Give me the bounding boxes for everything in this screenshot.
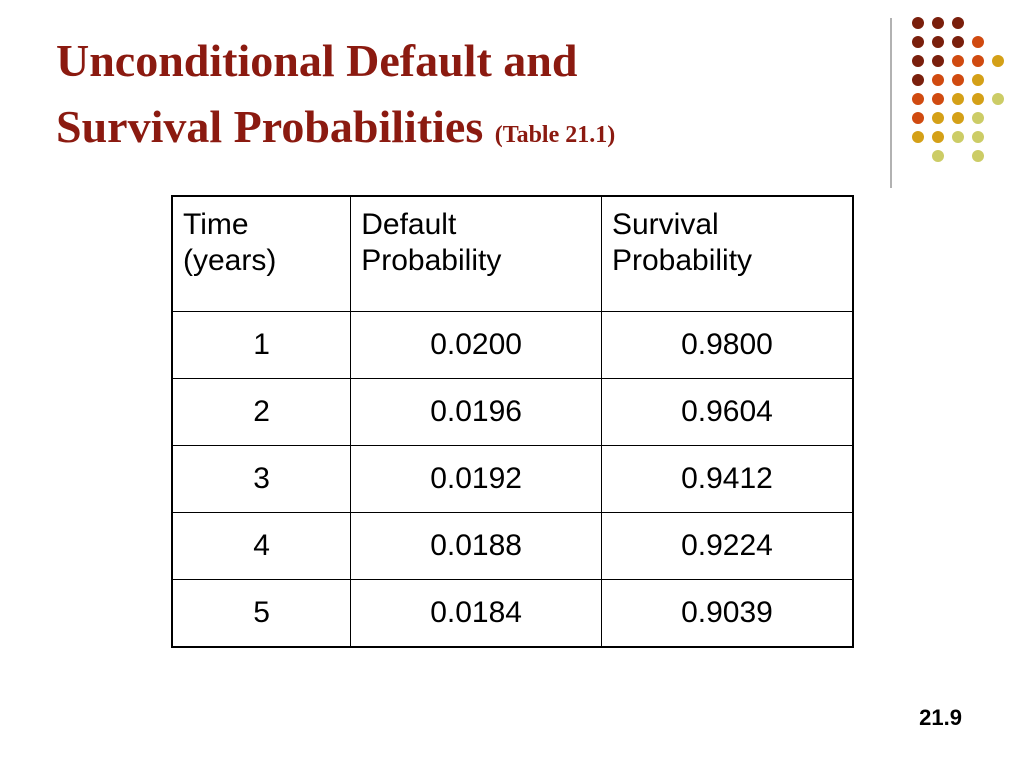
header-text: Default (361, 208, 457, 241)
table-cell: 5 (171, 579, 352, 648)
header-cell: Time (years) (171, 195, 352, 312)
table-row: 4 0.0188 0.9224 (171, 512, 854, 580)
table-cell: 0.0192 (350, 445, 602, 513)
probability-table: Time (years) Default Probability Survival Pro… (171, 195, 854, 648)
table-cell: 0.0196 (350, 378, 602, 446)
decoration (890, 17, 1004, 188)
page-number: 21.9 (919, 705, 962, 730)
table-cell: 1 (171, 311, 352, 379)
title-line: Unconditional Default and (56, 35, 578, 86)
table-cell: 3 (171, 445, 352, 513)
table-cell: 0.0200 (350, 311, 602, 379)
table-row: 3 0.0192 0.9412 (171, 445, 854, 513)
table-row: 5 0.0184 0.9039 (171, 579, 854, 648)
header-text: Probability (611, 244, 753, 277)
table-cell: 0.0184 (350, 579, 602, 648)
table-cell: 0.0188 (350, 512, 602, 580)
table-row: 1 0.0200 0.9800 (171, 311, 854, 379)
dots (912, 17, 1004, 162)
table-cell: 0.9800 (600, 311, 854, 379)
table-cell: 0.9224 (600, 512, 854, 580)
header-text: Survival (611, 208, 719, 241)
title-line: Survival Probabilities (56, 101, 484, 152)
header-text: Time (183, 208, 249, 241)
header-cell: Survival Probability (600, 195, 854, 312)
table-cell: 0.9412 (600, 445, 854, 513)
table-cell: 0.9604 (600, 378, 854, 446)
table-cell: 2 (171, 378, 352, 446)
header-text: (years) (183, 244, 277, 277)
subtitle: (Table 21.1) (494, 122, 616, 148)
slide-title: Unconditional Default and Survival Proba… (56, 28, 615, 168)
table-cell: 4 (171, 512, 352, 580)
header-cell: Default Probability (350, 195, 602, 312)
table-row: 2 0.0196 0.9604 (171, 378, 854, 446)
header-row: Time (years) Default Probability Survival Pro… (171, 195, 854, 312)
header-text: Probability (361, 244, 502, 277)
table-cell: 0.9039 (600, 579, 854, 648)
